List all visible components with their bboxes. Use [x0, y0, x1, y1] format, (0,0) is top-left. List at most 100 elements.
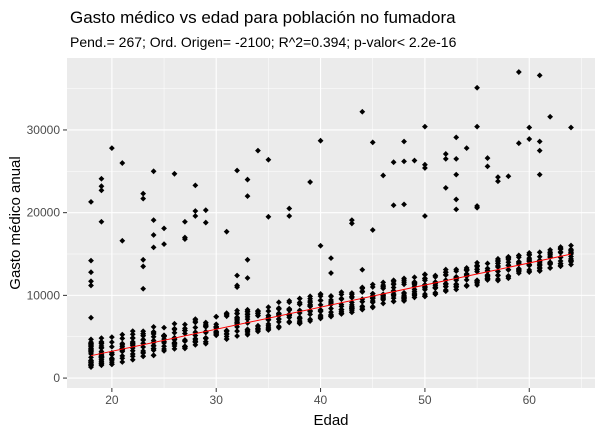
data-point	[328, 312, 334, 319]
data-point	[453, 156, 460, 162]
data-point	[453, 196, 460, 203]
data-point	[348, 294, 355, 301]
data-point	[401, 298, 407, 304]
data-point	[505, 266, 512, 273]
data-point	[422, 213, 428, 219]
data-point	[150, 323, 157, 330]
data-point	[129, 335, 136, 342]
chart-title: Gasto médico vs edad para población no f…	[70, 8, 456, 27]
data-point	[317, 297, 324, 304]
data-point	[568, 124, 574, 131]
data-point	[275, 324, 282, 331]
data-point	[150, 352, 157, 359]
data-point	[98, 218, 105, 225]
data-point	[150, 244, 157, 251]
data-point	[286, 305, 293, 312]
data-point	[192, 319, 199, 326]
data-point	[129, 328, 136, 334]
data-point	[88, 314, 94, 321]
data-point	[255, 328, 261, 335]
chart-subtitle: Pend.= 267; Ord. Origen= -2100; R^2=0.39…	[70, 34, 457, 50]
data-point	[432, 279, 439, 285]
data-point	[453, 284, 460, 290]
data-point	[171, 170, 178, 177]
x-tick-label: 20	[105, 393, 119, 407]
data-point	[98, 183, 105, 190]
data-point	[182, 343, 188, 350]
data-point	[98, 362, 105, 369]
data-point	[182, 330, 188, 337]
data-point	[161, 339, 167, 346]
data-point	[380, 283, 387, 290]
regression-line	[90, 253, 572, 357]
data-point	[275, 305, 282, 312]
data-point	[453, 134, 460, 141]
data-point	[108, 334, 115, 341]
data-point	[286, 297, 293, 304]
data-point	[244, 176, 251, 183]
data-point	[442, 288, 449, 294]
data-point	[108, 357, 115, 363]
data-point	[202, 339, 209, 345]
data-point	[88, 199, 94, 205]
data-point	[307, 295, 314, 302]
data-point	[119, 237, 126, 244]
data-point	[202, 335, 209, 342]
data-point	[380, 300, 387, 307]
data-point	[88, 354, 94, 361]
data-point	[422, 271, 428, 278]
axis-ticks: 20 30 40 50 60 0 10000 20000 30000	[27, 123, 537, 407]
data-point	[401, 138, 407, 145]
data-point	[150, 342, 157, 349]
data-point	[338, 303, 345, 310]
data-point	[150, 347, 157, 354]
data-point	[223, 330, 230, 337]
data-point	[150, 217, 157, 224]
plot-panel	[67, 58, 595, 388]
data-point	[129, 356, 136, 363]
data-point	[505, 173, 512, 180]
data-point	[328, 293, 334, 299]
data-point	[442, 280, 449, 287]
data-point	[213, 330, 220, 336]
data-point	[380, 279, 387, 286]
data-point	[119, 341, 126, 348]
data-point	[442, 283, 449, 290]
data-point	[129, 342, 136, 349]
data-point	[484, 275, 491, 282]
data-point	[192, 316, 199, 323]
data-point	[453, 171, 460, 178]
data-point	[108, 145, 115, 152]
data-point	[453, 206, 460, 213]
data-point	[234, 310, 240, 317]
data-point	[234, 328, 240, 334]
data-point	[88, 341, 94, 347]
data-point	[338, 296, 345, 303]
data-point	[150, 328, 157, 335]
data-point	[286, 311, 293, 318]
data-point	[317, 137, 324, 144]
regression-line-group	[90, 253, 572, 357]
data-point	[495, 277, 501, 284]
data-point	[182, 218, 188, 225]
data-point	[348, 301, 355, 308]
data-point	[401, 289, 407, 296]
data-point	[328, 298, 334, 305]
data-point	[88, 257, 94, 264]
data-point	[275, 299, 282, 306]
data-point	[338, 311, 345, 317]
data-point	[296, 314, 303, 321]
data-point	[192, 338, 199, 345]
data-point	[213, 323, 220, 330]
data-point	[505, 273, 512, 280]
data-point	[108, 343, 115, 350]
data-point	[98, 175, 105, 182]
data-point	[244, 256, 251, 263]
data-point	[526, 136, 533, 142]
data-point	[317, 291, 324, 298]
data-point	[369, 284, 376, 290]
y-axis-title: Gasto médico anual	[7, 156, 24, 289]
data-point	[234, 167, 240, 174]
data-point	[411, 291, 418, 298]
data-point	[536, 171, 543, 178]
